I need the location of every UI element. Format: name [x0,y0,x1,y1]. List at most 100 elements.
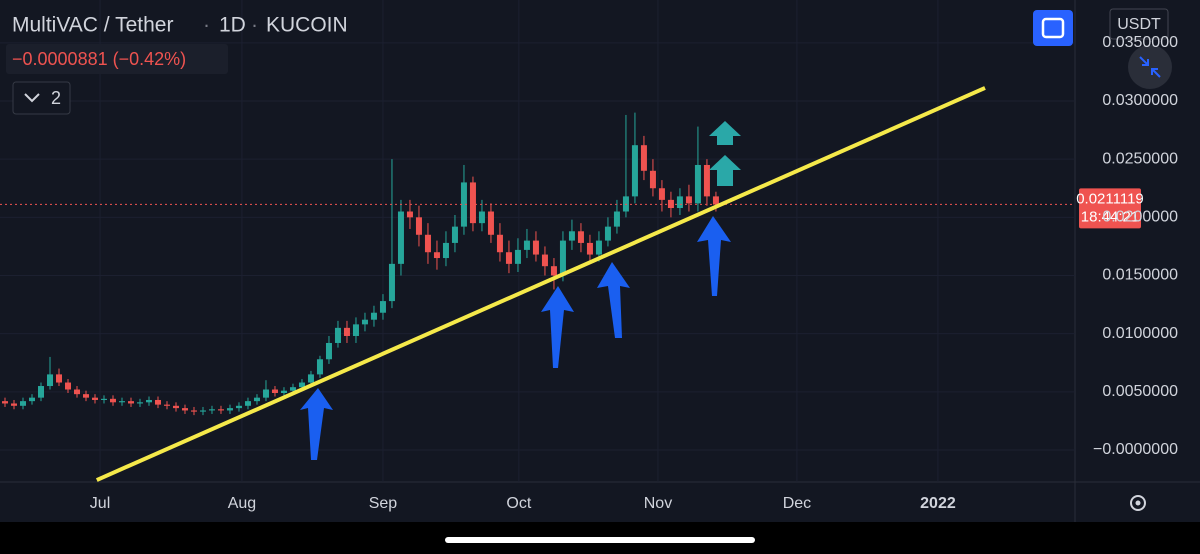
candle-body [127,401,134,404]
candle-body [100,398,107,400]
candle-body [523,240,530,250]
candle-body [235,405,242,409]
candle-body [658,188,665,200]
candle-body [226,408,233,411]
trendline [95,86,986,482]
symbol: MultiVAC / Tether [12,14,173,37]
candle-body [271,389,278,393]
countdown: 18:44:21 [1081,208,1139,225]
candle-body [64,382,71,390]
arrow [709,121,741,145]
up-arrows [709,121,741,186]
exchange: KUCOIN [266,14,348,37]
fullscreen-button[interactable] [1033,10,1073,46]
x-tick-label: 2022 [920,495,956,512]
x-tick-label: Nov [644,495,672,512]
candle-body [253,397,260,402]
indicator-toggle[interactable] [12,81,71,115]
candle-body [685,196,692,204]
candle-body [298,382,305,388]
arrow [541,286,574,368]
arrow [597,262,630,338]
candle-body [694,164,701,204]
arrows [300,216,731,460]
candle-body [712,196,719,205]
price-change: −0.0000881 (−0.42%) [12,49,186,69]
candle-body [649,170,656,189]
candle-body [568,231,575,241]
candle-body [469,182,476,224]
candle-body [38,386,45,398]
candle-body [586,242,593,255]
y-tick-label: 0.0250000 [1102,150,1178,167]
candle-body [163,404,170,406]
home-indicator [445,537,755,543]
candle-body [289,387,296,391]
candle-body [424,234,431,253]
y-tick-label: 0.0300000 [1102,92,1178,109]
candle-body [55,374,62,383]
indicator-count: 2 [51,88,61,108]
candle-body [613,211,620,227]
y-tick-label: 0.0100000 [1102,325,1178,342]
last-price-label: 0.0211119 [1076,190,1144,207]
last-price-badge [1079,188,1141,229]
candle-body [541,254,548,267]
x-tick-label: Dec [783,495,811,512]
settings-button[interactable] [1130,495,1146,511]
candle-body [154,399,161,405]
collapse-button[interactable] [1128,45,1172,89]
candle-body [451,226,458,243]
candle-body [199,410,206,412]
candle-body [20,401,27,406]
chevron [24,93,40,103]
interval: 1D [219,14,246,37]
arrow [709,155,741,186]
x-tick-label: Oct [506,495,531,512]
currency-button[interactable] [1109,8,1169,40]
candle-body [631,145,638,197]
candle-body [2,401,9,404]
candle-body [433,252,440,259]
y-tick-label: 0.0050000 [1102,383,1178,400]
candle-body [136,402,143,404]
y-tick-label: 0.0350000 [1102,34,1178,51]
candle-body [397,211,404,264]
candle-body [361,319,368,325]
candle-body [11,403,18,406]
candle-body [82,394,89,398]
currency: USDT [1117,16,1161,33]
candle-body [415,217,422,235]
candle-body [370,312,377,320]
candle-body [460,182,467,227]
candle-body [172,405,179,409]
candle-body [604,226,611,241]
candle-body [388,263,395,302]
candle-body [109,398,116,403]
candle-body [29,397,36,402]
arrow [300,388,333,460]
candle-body [217,409,224,411]
candle-body [181,408,188,411]
candle-body [478,211,485,224]
candle-body [316,359,323,375]
candle-body [325,342,332,360]
candle-body [46,374,53,387]
candle-body [145,399,152,403]
candle-body [703,164,710,197]
x-tick-label: Jul [90,495,110,512]
candle-body [505,252,512,264]
y-tick-label: 0.0150000 [1102,267,1178,284]
arrow [697,216,731,296]
candle-body [514,249,521,264]
candle-body [379,301,386,313]
y-tick-label: −0.0000000 [1093,441,1178,458]
candle-body [118,401,125,403]
candle-body [550,266,557,276]
separator: · [203,14,210,37]
candle-body [334,327,341,343]
candle-body [406,211,413,218]
y-tick-label: 0.0200000 [1102,209,1178,226]
